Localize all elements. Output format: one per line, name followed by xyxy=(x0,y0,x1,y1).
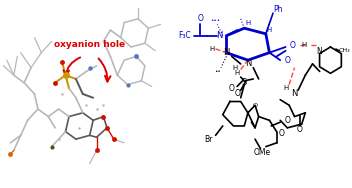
Text: N: N xyxy=(291,89,298,99)
Text: O: O xyxy=(290,41,296,50)
Text: CH₃: CH₃ xyxy=(339,48,351,53)
Text: H: H xyxy=(245,20,251,26)
Text: F₃C: F₃C xyxy=(178,31,191,40)
Text: N: N xyxy=(216,31,222,40)
Text: Ph: Ph xyxy=(274,5,283,14)
Text: •••: ••• xyxy=(210,18,221,23)
Text: O: O xyxy=(279,129,285,138)
Text: OMe: OMe xyxy=(254,148,271,157)
Text: H: H xyxy=(301,42,306,48)
Text: H: H xyxy=(209,46,215,52)
Text: O: O xyxy=(234,89,240,99)
Text: H: H xyxy=(283,85,288,91)
Text: N: N xyxy=(245,59,251,68)
Text: H: H xyxy=(233,65,238,71)
Text: N: N xyxy=(223,48,230,57)
Text: O: O xyxy=(252,103,258,108)
Text: H: H xyxy=(234,70,240,76)
Text: N: N xyxy=(317,47,322,56)
Text: S: S xyxy=(242,78,247,87)
Text: O: O xyxy=(197,14,203,23)
Text: Br: Br xyxy=(204,135,213,144)
Text: H: H xyxy=(267,27,272,33)
Text: O: O xyxy=(297,125,303,134)
Text: O: O xyxy=(229,84,235,93)
Text: O: O xyxy=(284,116,290,125)
Text: O: O xyxy=(284,56,290,65)
Text: oxyanion hole: oxyanion hole xyxy=(54,40,125,49)
Text: ••: •• xyxy=(214,69,221,74)
